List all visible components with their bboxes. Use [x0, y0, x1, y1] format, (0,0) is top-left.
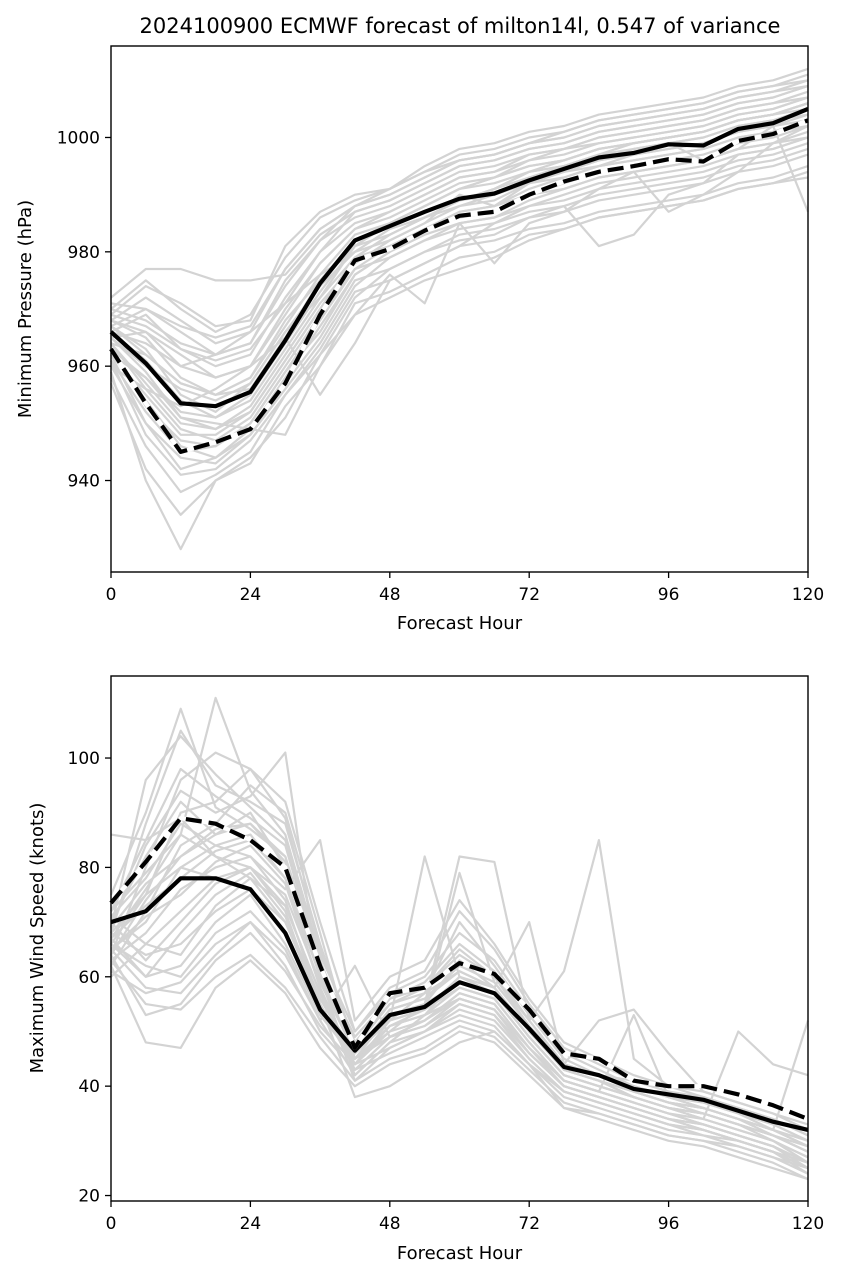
- wind-member-line-23: [110, 838, 809, 1137]
- wind-x-label: Forecast Hour: [397, 1243, 523, 1264]
- pressure-x-tick-label: 96: [658, 585, 680, 605]
- wind-member-line-16: [110, 893, 809, 1170]
- wind-member-line-30: [110, 920, 809, 1142]
- wind-x-tick-label: 72: [518, 1214, 540, 1234]
- wind-x-tick-label: 120: [792, 1214, 824, 1234]
- pressure-y-tick-label: 1000: [57, 128, 100, 148]
- pressure-x-tick-label: 120: [792, 585, 824, 605]
- pressure-highlight-lines: [109, 106, 809, 454]
- pressure-y-ticks: 940 960 980 1000: [57, 128, 111, 492]
- wind-panel: 0 24 48 72 96 120 20 40 60 80 100 Forecast Hour M…: [27, 675, 824, 1264]
- wind-x-tick-label: 96: [658, 1214, 680, 1234]
- wind-solid-line: [110, 876, 809, 1132]
- pressure-member-line-3: [110, 67, 809, 328]
- chart-title: 2024100900 ECMWF forecast of milton14l, …: [140, 14, 781, 38]
- wind-y-tick-label: 100: [68, 749, 100, 769]
- pressure-x-ticks: 0 24 48 72 96 120: [106, 572, 824, 605]
- wind-y-ticks: 20 40 60 80 100: [68, 749, 111, 1207]
- pressure-solid-line: [109, 106, 809, 409]
- pressure-x-label: Forecast Hour: [397, 613, 523, 634]
- pressure-member-line-33: [110, 96, 809, 379]
- wind-member-line-21: [110, 866, 809, 1148]
- wind-y-tick-label: 60: [78, 968, 100, 988]
- wind-x-tick-label: 24: [240, 1214, 262, 1234]
- pressure-panel: 2024100900 ECMWF forecast of milton14l, …: [15, 14, 824, 634]
- wind-member-line-14: [110, 910, 809, 1170]
- wind-member-line-12: [110, 822, 809, 1131]
- wind-member-line-25: [110, 833, 809, 1126]
- pressure-axes-frame: [110, 45, 809, 573]
- pressure-member-line-14: [109, 176, 809, 551]
- wind-x-ticks: 0 24 48 72 96 120: [106, 1201, 824, 1234]
- pressure-member-line-22: [110, 136, 809, 408]
- wind-y-label: Maximum Wind Speed (knots): [27, 803, 48, 1074]
- wind-x-tick-label: 48: [379, 1214, 401, 1234]
- wind-member-line-26: [110, 844, 809, 1121]
- pressure-y-tick-label: 960: [68, 357, 100, 377]
- pressure-y-tick-label: 940: [68, 472, 100, 492]
- pressure-y-tick-label: 980: [68, 243, 100, 263]
- wind-dashed-line: [109, 816, 809, 1121]
- wind-member-line-22: [109, 959, 809, 1181]
- wind-member-line-24: [110, 931, 809, 1164]
- pressure-x-tick-label: 72: [518, 585, 540, 605]
- wind-highlight-lines: [109, 816, 809, 1132]
- pressure-member-line-27: [110, 79, 809, 339]
- pressure-dashed-line: [109, 118, 809, 454]
- pressure-member-line-28: [110, 107, 809, 419]
- pressure-x-tick-label: 24: [240, 585, 262, 605]
- wind-axes-frame: [110, 675, 809, 1202]
- pressure-member-line-24: [110, 124, 810, 368]
- wind-member-line-18: [110, 888, 809, 1164]
- pressure-y-label: Minimum Pressure (hPa): [15, 200, 36, 418]
- pressure-x-tick-label: 0: [106, 585, 117, 605]
- wind-member-line-8: [109, 707, 809, 1148]
- wind-member-line-15: [110, 920, 809, 1175]
- pressure-member-line-25: [110, 84, 809, 362]
- wind-y-tick-label: 20: [78, 1187, 100, 1207]
- pressure-member-line-21: [110, 147, 809, 476]
- pressure-x-tick-label: 48: [379, 585, 401, 605]
- pressure-member-line-11: [110, 153, 809, 471]
- wind-member-line-9: [110, 696, 809, 1137]
- wind-x-tick-label: 0: [106, 1214, 117, 1234]
- pressure-member-line-20: [110, 136, 809, 465]
- pressure-member-line-31: [110, 124, 809, 442]
- wind-y-tick-label: 40: [78, 1077, 100, 1097]
- wind-y-tick-label: 80: [78, 858, 100, 878]
